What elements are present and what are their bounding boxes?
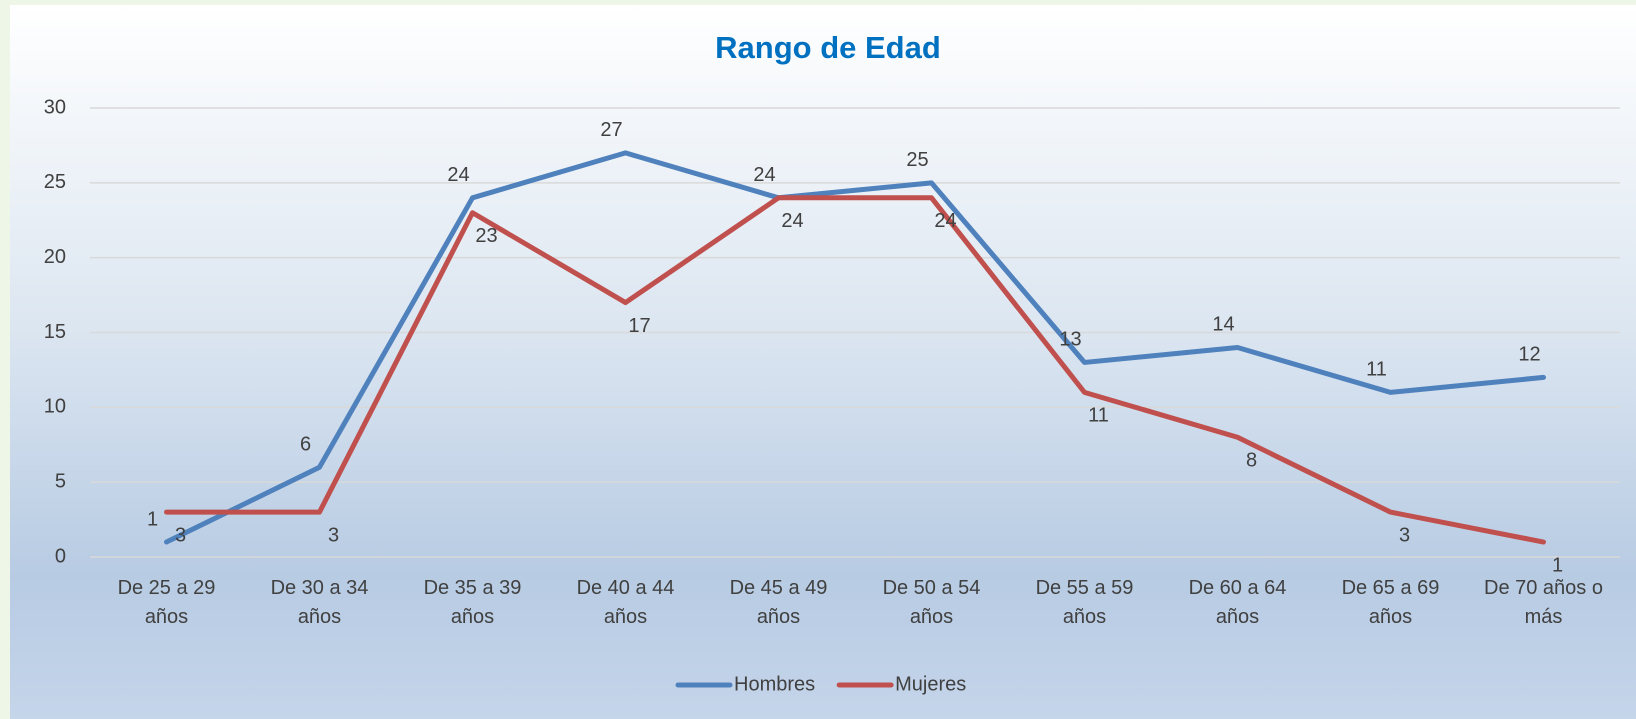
x-tick-label: De 50 a 54 años	[882, 577, 981, 628]
chart-panel	[10, 5, 1636, 719]
data-label: 11	[1088, 405, 1109, 427]
legend-label: Hombres	[734, 673, 815, 695]
y-tick-label: 20	[44, 246, 66, 268]
data-label: 12	[1518, 344, 1540, 366]
data-label: 14	[1212, 314, 1234, 336]
x-tick-label: De 30 a 34 años	[270, 577, 369, 628]
x-tick-label: De 65 a 69 años	[1341, 577, 1440, 628]
data-label: 6	[300, 433, 311, 455]
chart-title: Rango de Edad	[715, 30, 941, 65]
y-tick-label: 10	[44, 396, 66, 418]
data-label: 27	[600, 119, 622, 141]
y-tick-label: 30	[44, 96, 66, 118]
data-label: 23	[475, 225, 497, 247]
data-label: 3	[1399, 524, 1410, 546]
data-label: 11	[1366, 359, 1387, 381]
y-tick-label: 15	[44, 321, 66, 343]
legend-label: Mujeres	[895, 673, 966, 695]
data-label: 24	[781, 210, 803, 232]
data-label: 1	[147, 508, 158, 530]
data-label: 17	[628, 315, 650, 337]
x-tick-label: De 55 a 59 años	[1035, 577, 1134, 628]
data-label: 24	[447, 164, 469, 186]
y-tick-label: 5	[55, 470, 66, 492]
data-label: 1	[1552, 554, 1563, 576]
x-tick-label: De 25 a 29 años	[117, 577, 216, 628]
x-tick-label: De 70 años o más	[1484, 577, 1603, 628]
data-label: 13	[1059, 329, 1081, 351]
data-label: 3	[175, 524, 186, 546]
data-label: 25	[906, 149, 928, 171]
line-series	[164, 150, 1546, 545]
data-label: 3	[328, 524, 339, 546]
x-tick-label: De 45 a 49 años	[729, 577, 828, 628]
data-label: 24	[753, 164, 775, 186]
data-label: 24	[934, 210, 956, 232]
x-tick-label: De 40 a 44 años	[576, 577, 675, 628]
data-label: 8	[1246, 450, 1257, 472]
y-tick-label: 25	[44, 171, 66, 193]
y-tick-label: 0	[55, 545, 66, 567]
x-tick-label: De 60 a 64 años	[1188, 577, 1287, 628]
x-tick-label: De 35 a 39 años	[423, 577, 522, 628]
line-series	[164, 195, 1546, 545]
